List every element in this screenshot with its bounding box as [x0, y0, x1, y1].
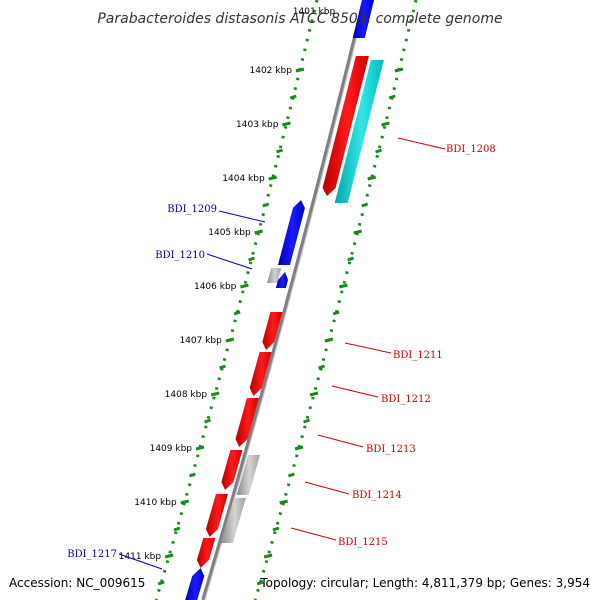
tick-label: 1411 kbp — [119, 552, 162, 562]
minor-tick-outer — [347, 256, 355, 262]
gene-label[interactable]: BDI_1215 — [338, 537, 388, 548]
reverse-cds-top[interactable] — [352, 0, 374, 38]
minor-tick-outer — [287, 472, 295, 478]
leader-line — [290, 527, 337, 541]
topology-text: Topology: circular; Length: 4,811,379 bp… — [259, 576, 590, 590]
minor-tick-inner — [188, 472, 196, 478]
tick-label: 1404 kbp — [222, 174, 265, 184]
major-tick-outer — [367, 175, 377, 181]
forward-cds-large[interactable] — [322, 56, 369, 196]
features-layer — [185, 0, 384, 600]
accession-text: Accession: NC_009615 — [9, 576, 145, 590]
minor-tick-inner — [173, 526, 181, 532]
tick-label: 1405 kbp — [208, 228, 251, 238]
gene-label[interactable]: BDI_1217 — [67, 549, 117, 560]
other-feature-b[interactable] — [220, 498, 246, 543]
reverse-cds-small[interactable] — [275, 272, 288, 288]
major-tick-inner — [210, 391, 220, 397]
other-feature-bdi-1210[interactable] — [267, 268, 282, 283]
forward-cds-bdi-1212[interactable] — [249, 352, 272, 396]
minor-tick-inner — [233, 310, 241, 316]
major-tick-outer — [309, 391, 319, 397]
reverse-cds-bdi-1217[interactable] — [185, 568, 205, 600]
major-tick-outer — [339, 283, 348, 289]
minor-tick-inner — [219, 364, 226, 370]
forward-cds-bdi-1214[interactable] — [221, 450, 243, 490]
major-tick-outer — [353, 229, 363, 235]
major-tick-inner — [254, 229, 264, 235]
minor-tick-outer — [256, 580, 264, 586]
minor-tick-inner — [157, 580, 165, 586]
major-tick-inner — [195, 445, 205, 451]
forward-cds-bdi-1213[interactable] — [235, 398, 259, 447]
leader-line — [304, 481, 350, 495]
major-tick-outer — [381, 121, 390, 127]
outer-dotted-ring — [253, 0, 418, 600]
reverse-cds-bdi-1209[interactable] — [277, 200, 305, 265]
tick-label: 1410 kbp — [134, 498, 177, 508]
minor-tick-inner — [289, 94, 297, 100]
major-tick-inner — [240, 283, 249, 289]
leader-line — [118, 553, 163, 570]
rna-feature-bdi-1208[interactable] — [334, 60, 384, 203]
tick-label: 1407 kbp — [179, 336, 222, 346]
major-tick-inner — [225, 337, 235, 343]
forward-cds-bdi-1211[interactable] — [262, 312, 283, 350]
tick-label: 1406 kbp — [194, 282, 237, 292]
leader-line — [206, 253, 253, 270]
minor-tick-inner — [204, 418, 212, 424]
gene-label[interactable]: BDI_1213 — [366, 444, 416, 455]
leader-line — [317, 434, 364, 448]
gene-label[interactable]: BDI_1209 — [167, 204, 217, 215]
gene-label[interactable]: BDI_1211 — [393, 350, 443, 361]
major-tick-outer — [324, 337, 334, 343]
minor-tick-outer — [332, 310, 340, 316]
major-tick-inner — [282, 121, 291, 127]
tick-label-partial: 1401 kbp — [293, 7, 336, 17]
minor-tick-inner — [276, 148, 284, 154]
minor-tick-inner — [248, 256, 256, 262]
minor-tick-outer — [388, 94, 396, 100]
gene-label[interactable]: BDI_1212 — [381, 394, 431, 405]
ticks-layer: 1402 kbp 1403 kbp 1404 kbp 1405 kbp 1406 kbp… — [119, 7, 404, 586]
leader-line — [344, 342, 392, 354]
map-title: Parabacteroides distasonis ATCC 8503, co… — [97, 11, 502, 27]
major-tick-outer — [394, 67, 404, 73]
rings-layer — [154, 0, 418, 600]
forward-cds-bdi-1215[interactable] — [205, 494, 228, 537]
backbone-ring — [201, 0, 366, 600]
major-tick-outer — [263, 553, 273, 559]
forward-cds-c[interactable] — [196, 538, 216, 568]
major-tick-inner — [268, 175, 278, 181]
minor-tick-inner — [262, 202, 270, 208]
major-tick-inner — [180, 499, 190, 505]
gene-label[interactable]: BDI_1214 — [352, 490, 402, 501]
minor-tick-outer — [375, 148, 383, 154]
tick-label: 1408 kbp — [165, 390, 208, 400]
major-tick-inner — [164, 553, 174, 559]
tick-label: 1409 kbp — [150, 444, 193, 454]
other-feature-a[interactable] — [236, 455, 261, 495]
leader-line — [397, 137, 446, 150]
gene-label[interactable]: BDI_1210 — [155, 250, 205, 261]
major-tick-outer — [294, 445, 304, 451]
tick-label: 1402 kbp — [250, 66, 293, 76]
minor-tick-outer — [272, 526, 280, 532]
minor-tick-outer — [361, 202, 369, 208]
minor-tick-outer — [318, 364, 325, 370]
gene-labels-layer: BDI_1208 BDI_1209 BDI_1210 BDI_1211 BDI_1212… — [67, 137, 496, 570]
gene-label[interactable]: BDI_1208 — [446, 144, 496, 155]
leader-line — [218, 210, 266, 223]
major-tick-inner — [295, 67, 305, 73]
tick-label: 1403 kbp — [236, 120, 279, 130]
minor-tick-outer — [303, 418, 311, 424]
leader-line — [331, 385, 379, 398]
major-tick-outer — [279, 499, 289, 505]
